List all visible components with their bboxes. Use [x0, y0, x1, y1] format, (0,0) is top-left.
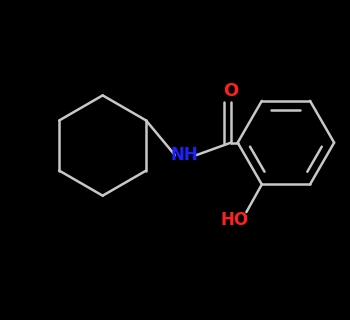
Text: NH: NH [171, 146, 198, 164]
Text: HO: HO [221, 211, 249, 229]
Text: O: O [223, 82, 239, 100]
